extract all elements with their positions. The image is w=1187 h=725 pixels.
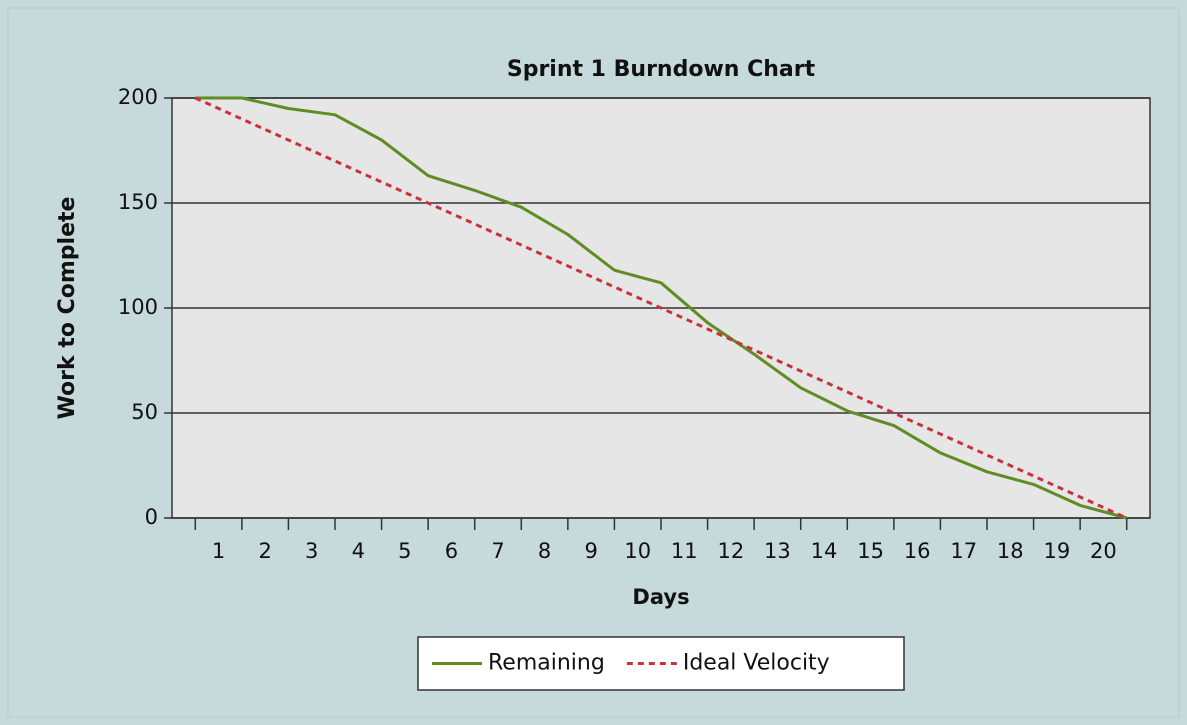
y-tick-label: 0 <box>145 505 158 529</box>
x-tick-label: 9 <box>584 539 597 563</box>
series-line <box>195 96 1128 520</box>
x-tick-label: 16 <box>904 539 931 563</box>
x-tick-label: 13 <box>764 539 791 563</box>
y-tick-label: 200 <box>118 85 158 109</box>
x-tick-label: 10 <box>624 539 651 563</box>
x-tick-label: 5 <box>398 539 411 563</box>
y-tick-label: 100 <box>118 295 158 319</box>
x-tick-label: 19 <box>1043 539 1070 563</box>
x-tick-label: 18 <box>997 539 1024 563</box>
x-tick-label: 15 <box>857 539 884 563</box>
y-tick-label: 150 <box>118 190 158 214</box>
y-axis-label: Work to Complete <box>55 197 80 420</box>
x-tick-label: 1 <box>212 539 225 563</box>
x-tick-label: 2 <box>258 539 271 563</box>
legend-label: Remaining <box>488 651 605 676</box>
x-tick-label: 3 <box>305 539 318 563</box>
x-axis-label: Days <box>632 585 689 609</box>
x-tick-label: 20 <box>1090 539 1117 563</box>
x-tick-label: 17 <box>950 539 977 563</box>
legend-label: Ideal Velocity <box>683 651 830 676</box>
y-tick-label: 50 <box>131 400 158 424</box>
x-tick-label: 11 <box>671 539 698 563</box>
x-tick-label: 12 <box>717 539 744 563</box>
x-tick-label: 14 <box>811 539 838 563</box>
chart-title: Sprint 1 Burndown Chart <box>507 57 816 82</box>
x-tick-label: 7 <box>491 539 504 563</box>
x-tick-label: 6 <box>445 539 458 563</box>
x-tick-label: 4 <box>352 539 365 563</box>
x-tick-label: 8 <box>538 539 551 563</box>
series-line <box>194 96 1128 520</box>
